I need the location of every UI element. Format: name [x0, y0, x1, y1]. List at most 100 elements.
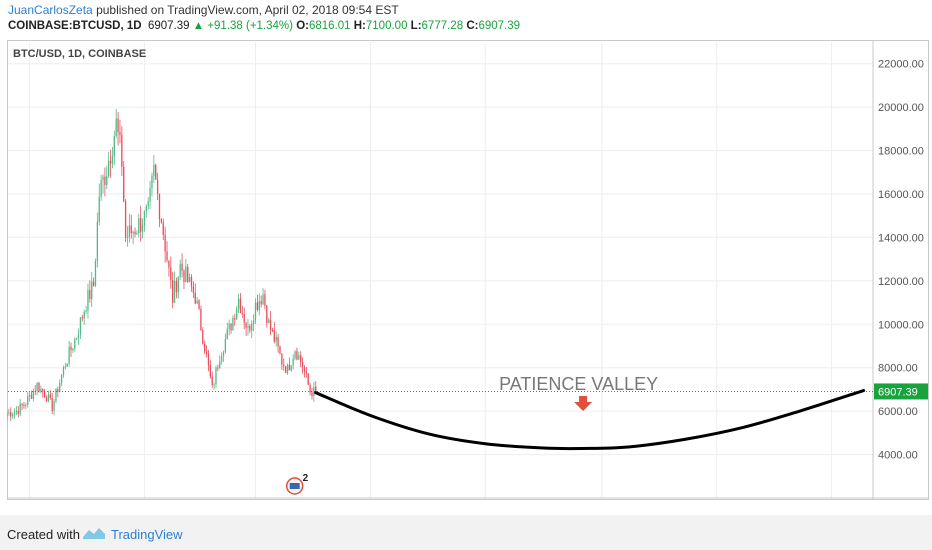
candle-body	[59, 383, 61, 392]
candle-body	[70, 346, 72, 351]
last-price: 6907.39	[147, 20, 190, 32]
candle-body	[266, 305, 268, 324]
candle-body	[183, 270, 185, 283]
last-price-badge	[874, 383, 928, 400]
price-chart[interactable]: 22000.00 20000.00 18000.00 16000.00 14000.00…	[7, 40, 929, 500]
candle-body	[286, 364, 289, 373]
candle-body	[269, 319, 272, 330]
candle-body	[202, 330, 204, 344]
candle-body	[102, 176, 104, 181]
candle-body	[175, 280, 178, 293]
low-value: 6777.28	[421, 20, 464, 32]
candle-body	[147, 201, 149, 207]
candle-body	[268, 319, 270, 324]
candle-body	[275, 337, 277, 342]
candle-body	[271, 329, 274, 331]
ohlc-line: COINBASE:BTCUSD, 1D 6907.39 ▲ +91.38 (+1…	[8, 20, 520, 32]
candle-body	[281, 353, 283, 365]
candle-body	[264, 294, 266, 306]
high-value: 7100.00	[365, 20, 408, 32]
candle-body	[156, 179, 159, 194]
candle-body	[237, 298, 240, 309]
candle-body	[143, 210, 146, 226]
candle-body	[81, 317, 83, 319]
patience-valley-curve	[314, 389, 866, 451]
candle-body	[162, 222, 164, 235]
y-tick-label: 6000.00	[878, 406, 918, 418]
candle-body	[28, 394, 31, 397]
open-label: O:	[296, 20, 309, 32]
candle-body	[72, 348, 74, 351]
candle-body	[222, 352, 225, 357]
candle-body	[17, 411, 19, 414]
candle-body	[305, 371, 307, 374]
created-with-label: Created with	[7, 527, 80, 542]
candle-body	[158, 193, 161, 220]
candle-body	[232, 317, 234, 331]
candle-body	[226, 328, 228, 339]
candle-body	[68, 346, 70, 364]
footer: Created with TradingView	[0, 515, 932, 550]
down-arrow-icon	[574, 396, 593, 411]
candle-body	[91, 281, 93, 300]
candle-body	[239, 298, 242, 313]
candle-body	[13, 412, 16, 415]
candle-body	[30, 394, 33, 399]
candle-body	[298, 355, 300, 360]
candle-body	[89, 289, 91, 300]
candle-body	[181, 263, 183, 271]
candle-body	[64, 366, 67, 368]
candle-body	[249, 325, 251, 331]
candle-body	[300, 355, 302, 363]
candle-body	[60, 375, 63, 384]
candle-body	[172, 279, 174, 303]
high-label: H:	[353, 20, 366, 32]
candle-body	[75, 337, 78, 340]
candle-body	[200, 308, 202, 331]
candle-body	[109, 160, 112, 164]
candle-body	[8, 412, 10, 414]
candle-body	[124, 201, 127, 238]
candle-body	[151, 175, 153, 189]
candle-body	[288, 364, 291, 371]
candle-body	[262, 294, 264, 305]
candle-body	[40, 388, 42, 392]
candle-body	[87, 289, 89, 311]
candle-body	[170, 267, 172, 280]
candle-body	[74, 339, 76, 349]
chart-area[interactable]: 22000.00 20000.00 18000.00 16000.00 14000.00…	[7, 40, 929, 500]
candle-body	[106, 176, 108, 186]
candle-body	[49, 394, 51, 398]
candle-body	[62, 367, 65, 376]
y-tick-label: 8000.00	[878, 363, 918, 375]
candle-body	[251, 323, 253, 331]
candle-body	[188, 277, 191, 282]
author-link[interactable]: JuanCarlosZeta	[8, 3, 93, 17]
candle-body	[219, 361, 221, 369]
candle-body	[153, 164, 155, 176]
candle-body	[192, 286, 195, 293]
symbol-label: COINBASE:BTCUSD, 1D	[8, 20, 142, 32]
candle-body	[311, 392, 313, 397]
candle-body	[168, 260, 170, 268]
y-tick-label: 20000.00	[878, 102, 924, 114]
y-tick-label: 14000.00	[878, 232, 924, 244]
published-text: published on TradingView.com, April 02, …	[96, 3, 399, 17]
candle-body	[51, 397, 53, 411]
candle-body	[234, 317, 236, 320]
chart-frame-border	[7, 40, 929, 500]
candle-body	[119, 132, 121, 135]
last-price-label: 6907.39	[878, 386, 918, 398]
candle-body	[92, 281, 95, 286]
tradingview-logo-icon[interactable]	[82, 525, 106, 541]
candle-body	[247, 325, 249, 328]
candle-body	[292, 358, 294, 366]
candle-body	[7, 413, 8, 416]
candle-body	[42, 388, 44, 392]
candle-body	[57, 389, 59, 392]
candle-body	[36, 382, 38, 392]
candle-body	[53, 401, 55, 411]
candle-body	[198, 300, 200, 309]
tradingview-brand[interactable]: TradingView	[111, 527, 183, 542]
candle-body	[96, 221, 99, 261]
